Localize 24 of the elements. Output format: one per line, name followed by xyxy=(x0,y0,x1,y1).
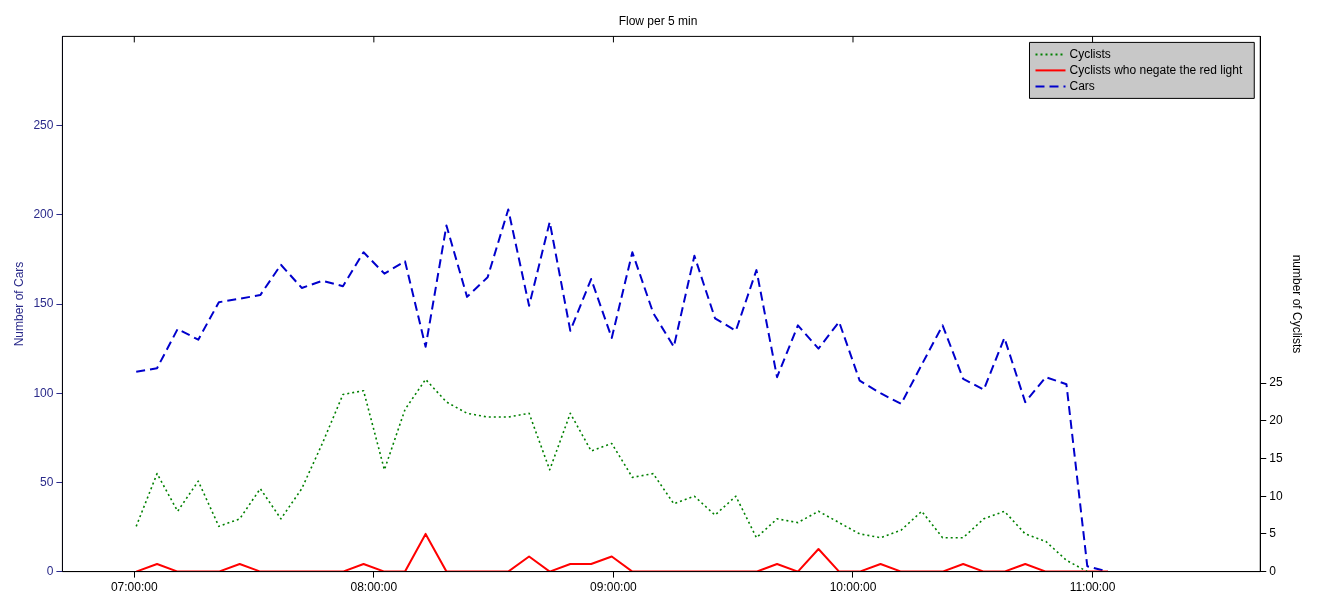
y-tick-label: 100 xyxy=(33,385,54,400)
x-tick-label: 09:00:00 xyxy=(590,580,638,595)
legend-label: Cars xyxy=(1069,78,1095,93)
line-series xyxy=(135,378,1089,572)
y2-tick-label: 0 xyxy=(1269,563,1277,578)
y2-tick-label: 5 xyxy=(1269,526,1277,541)
y-tick-label: 250 xyxy=(33,117,54,132)
y-axis-title: Number of Cars xyxy=(11,261,26,347)
y2-tick-label: 10 xyxy=(1269,488,1283,503)
legend-label: Cyclists who negate the red light xyxy=(1069,62,1243,77)
y2-tick-label: 15 xyxy=(1269,450,1283,465)
y-tick-label: 150 xyxy=(33,296,54,311)
x-tick-label: 08:00:00 xyxy=(350,580,398,595)
legend-label: Cyclists xyxy=(1069,46,1111,61)
x-tick-label: 10:00:00 xyxy=(829,580,877,595)
y2-axis-title: number of Cyclists xyxy=(1290,254,1305,354)
y-tick-label: 50 xyxy=(40,474,54,489)
y-tick-label: 0 xyxy=(46,563,54,578)
chart-title: Flow per 5 min xyxy=(618,13,698,28)
y2-tick-label: 20 xyxy=(1269,413,1283,428)
x-tick-label: 11:00:00 xyxy=(1069,580,1116,595)
y2-tick-label: 25 xyxy=(1269,375,1283,390)
x-tick-label: 07:00:00 xyxy=(110,580,158,595)
y-tick-label: 200 xyxy=(33,207,54,222)
